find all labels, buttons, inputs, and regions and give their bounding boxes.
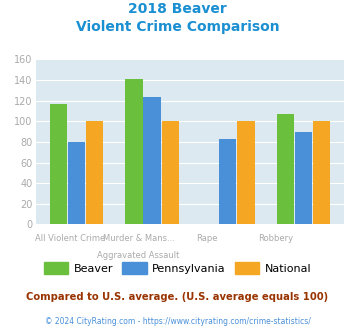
- Bar: [125, 79, 143, 224]
- Text: Rape: Rape: [196, 234, 218, 243]
- Text: 2018 Beaver: 2018 Beaver: [128, 2, 227, 16]
- Bar: [143, 96, 161, 224]
- Text: All Violent Crime: All Violent Crime: [35, 234, 105, 243]
- Bar: [237, 121, 255, 224]
- Text: © 2024 CityRating.com - https://www.cityrating.com/crime-statistics/: © 2024 CityRating.com - https://www.city…: [45, 317, 310, 326]
- Bar: [86, 121, 103, 224]
- Text: Compared to U.S. average. (U.S. average equals 100): Compared to U.S. average. (U.S. average …: [26, 292, 329, 302]
- Bar: [277, 114, 294, 224]
- Legend: Beaver, Pennsylvania, National: Beaver, Pennsylvania, National: [39, 258, 316, 278]
- Text: Robbery: Robbery: [258, 234, 293, 243]
- Bar: [162, 121, 179, 224]
- Text: Murder & Mans...: Murder & Mans...: [103, 234, 174, 243]
- Bar: [295, 132, 312, 224]
- Text: Aggravated Assault: Aggravated Assault: [97, 251, 180, 260]
- Bar: [68, 142, 85, 224]
- Bar: [313, 121, 330, 224]
- Text: Violent Crime Comparison: Violent Crime Comparison: [76, 20, 279, 34]
- Bar: [50, 104, 67, 224]
- Bar: [219, 139, 236, 224]
